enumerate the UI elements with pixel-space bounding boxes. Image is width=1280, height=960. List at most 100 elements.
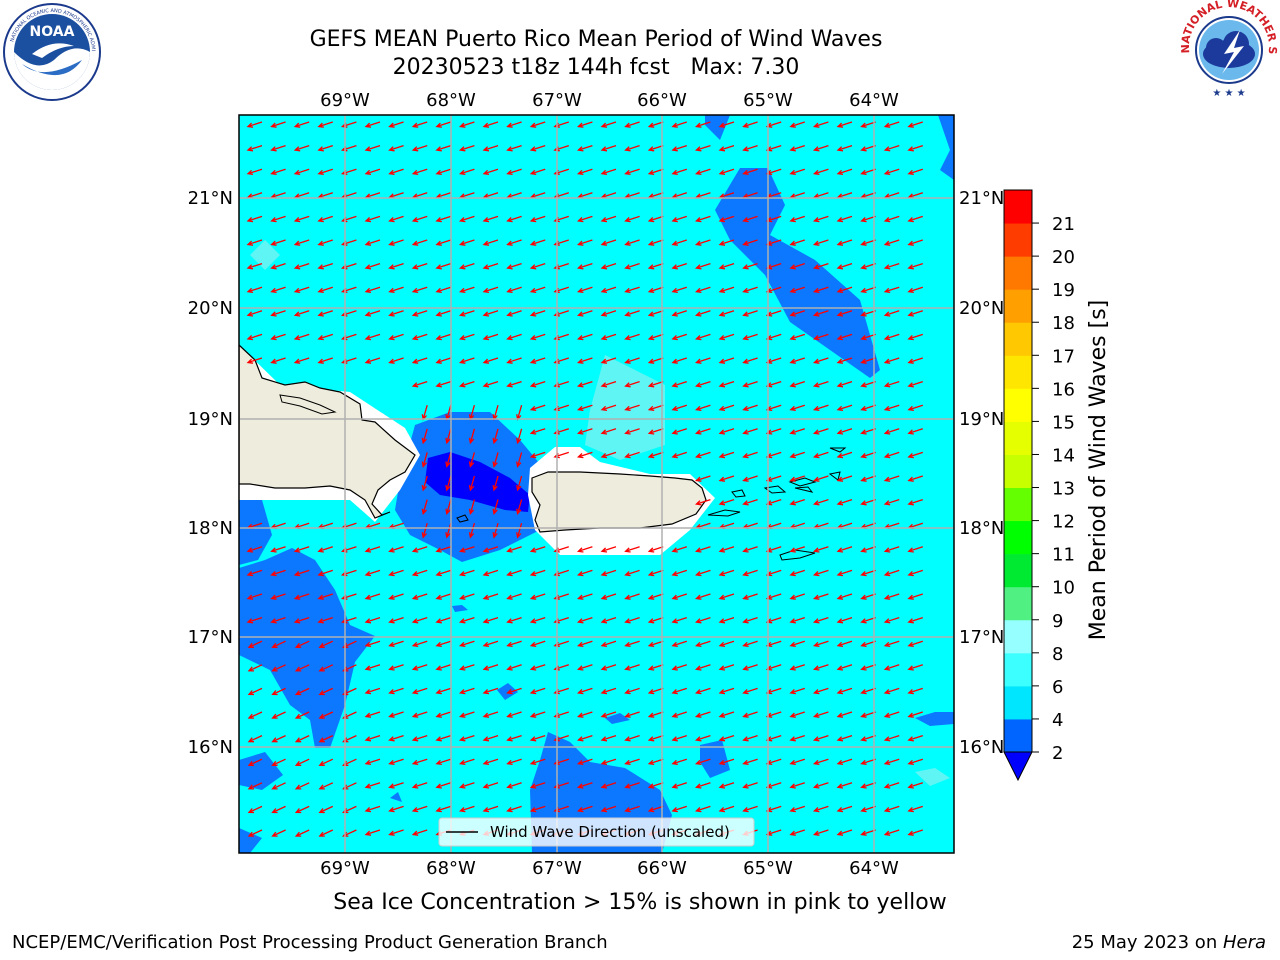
period-region-6-8	[915, 768, 950, 786]
wind-wave-arrow	[600, 333, 617, 341]
wind-wave-arrow	[742, 239, 758, 246]
wind-wave-arrow	[789, 498, 805, 506]
wind-wave-arrow	[836, 333, 853, 341]
wind-wave-arrow	[600, 215, 617, 223]
wind-wave-arrow	[458, 333, 475, 341]
wind-wave-arrow	[482, 121, 499, 128]
wind-wave-arrow	[411, 640, 428, 648]
wind-wave-arrow	[624, 262, 640, 270]
wind-wave-arrow	[789, 640, 805, 648]
wind-wave-arrow	[492, 475, 499, 492]
wind-wave-arrow	[694, 805, 711, 813]
wind-wave-arrow	[435, 664, 451, 671]
wind-wave-arrow	[492, 499, 499, 516]
wind-wave-arrow	[421, 452, 428, 468]
wind-wave-arrow	[529, 664, 546, 671]
wind-wave-arrow	[718, 758, 735, 766]
wind-wave-arrow	[718, 286, 735, 294]
wind-wave-arrow	[294, 640, 310, 648]
wind-wave-arrow	[388, 616, 404, 624]
wind-wave-arrow	[718, 782, 735, 789]
wind-wave-arrow	[458, 782, 475, 789]
map-gridlines	[239, 115, 954, 853]
wind-wave-arrow	[293, 262, 310, 270]
wind-wave-arrow	[789, 121, 805, 128]
wind-wave-arrow	[600, 262, 617, 270]
wind-wave-arrow	[765, 640, 782, 648]
wind-wave-arrow	[529, 687, 546, 695]
wind-wave-arrow	[458, 640, 475, 648]
wind-wave-arrow	[435, 310, 451, 317]
wind-wave-arrow	[836, 687, 853, 695]
wind-wave-arrow	[317, 239, 333, 246]
wind-wave-arrow	[388, 262, 404, 270]
wind-wave-arrow	[270, 121, 286, 128]
wind-wave-arrow	[529, 451, 546, 459]
lon-label-bottom: 65°W	[743, 858, 793, 879]
wind-wave-arrow	[812, 616, 829, 624]
wind-wave-arrow	[576, 380, 593, 388]
wind-wave-arrow	[482, 262, 499, 270]
map-figure: 69°W 68°W 67°W 66°W 65°W 64°W 69°W 68°W …	[188, 90, 1111, 879]
wind-wave-arrow	[411, 829, 428, 836]
wind-wave-arrow	[812, 782, 829, 789]
wind-wave-arrow	[445, 523, 452, 539]
wind-wave-arrow	[388, 829, 404, 836]
wind-wave-arrow	[506, 357, 522, 364]
wind-wave-arrow	[742, 711, 758, 718]
wind-wave-arrow	[458, 546, 475, 553]
wind-wave-arrow	[742, 758, 758, 766]
lat-label-left: 18°N	[188, 518, 233, 539]
wind-wave-arrow	[907, 640, 923, 648]
wind-wave-arrow	[765, 711, 782, 718]
wind-wave-arrow	[647, 569, 664, 577]
wind-wave-arrow	[576, 262, 593, 270]
wind-wave-arrow	[624, 428, 640, 435]
wind-wave-arrow	[694, 121, 711, 128]
wind-wave-arrow	[246, 310, 263, 317]
wind-wave-arrow	[271, 782, 286, 790]
wind-wave-arrow	[576, 616, 593, 624]
wind-wave-arrow	[907, 711, 923, 718]
wind-wave-arrow	[435, 333, 451, 341]
wind-wave-arrow	[293, 286, 310, 294]
wind-wave-arrow	[529, 546, 546, 553]
wind-wave-arrow	[529, 215, 546, 223]
wind-wave-arrow	[364, 333, 381, 341]
wind-wave-arrow	[435, 782, 451, 789]
wind-wave-arrow	[468, 499, 476, 516]
wind-wave-arrow	[506, 758, 522, 766]
wind-wave-arrow	[247, 711, 263, 719]
wind-wave-arrow	[671, 215, 687, 223]
wind-wave-arrow	[789, 711, 805, 718]
colorbar-segment	[1004, 223, 1032, 257]
wind-wave-arrow	[364, 357, 381, 364]
wind-wave-arrow	[694, 239, 711, 246]
wind-wave-arrow	[742, 357, 758, 364]
wind-wave-arrow	[812, 593, 829, 600]
wind-wave-arrow	[293, 121, 310, 128]
wind-wave-arrow	[694, 428, 711, 435]
lat-label-left: 21°N	[188, 188, 233, 209]
wind-wave-arrow	[883, 829, 900, 836]
wind-wave-arrow	[836, 357, 853, 364]
wind-wave-arrow	[576, 569, 593, 577]
colorbar-tick-label: 19	[1052, 280, 1075, 301]
wind-wave-arrow	[411, 593, 428, 600]
wind-wave-arrow	[624, 144, 640, 152]
wind-wave-arrow	[468, 475, 476, 492]
wind-wave-arrow	[812, 664, 829, 671]
wind-wave-arrow	[671, 168, 687, 176]
wind-wave-arrow	[812, 640, 829, 648]
wind-wave-arrow	[600, 640, 617, 648]
wind-wave-arrow	[883, 168, 900, 176]
wind-wave-arrow	[482, 144, 499, 152]
wind-wave-arrow	[421, 475, 428, 492]
wind-wave-arrow	[883, 286, 900, 294]
wind-wave-arrow	[271, 687, 286, 696]
period-region-2-4	[239, 500, 272, 565]
wind-wave-arrow	[624, 711, 640, 718]
wind-wave-arrow	[694, 593, 711, 600]
wind-wave-arrow	[247, 805, 263, 814]
wind-wave-arrow	[411, 357, 428, 364]
